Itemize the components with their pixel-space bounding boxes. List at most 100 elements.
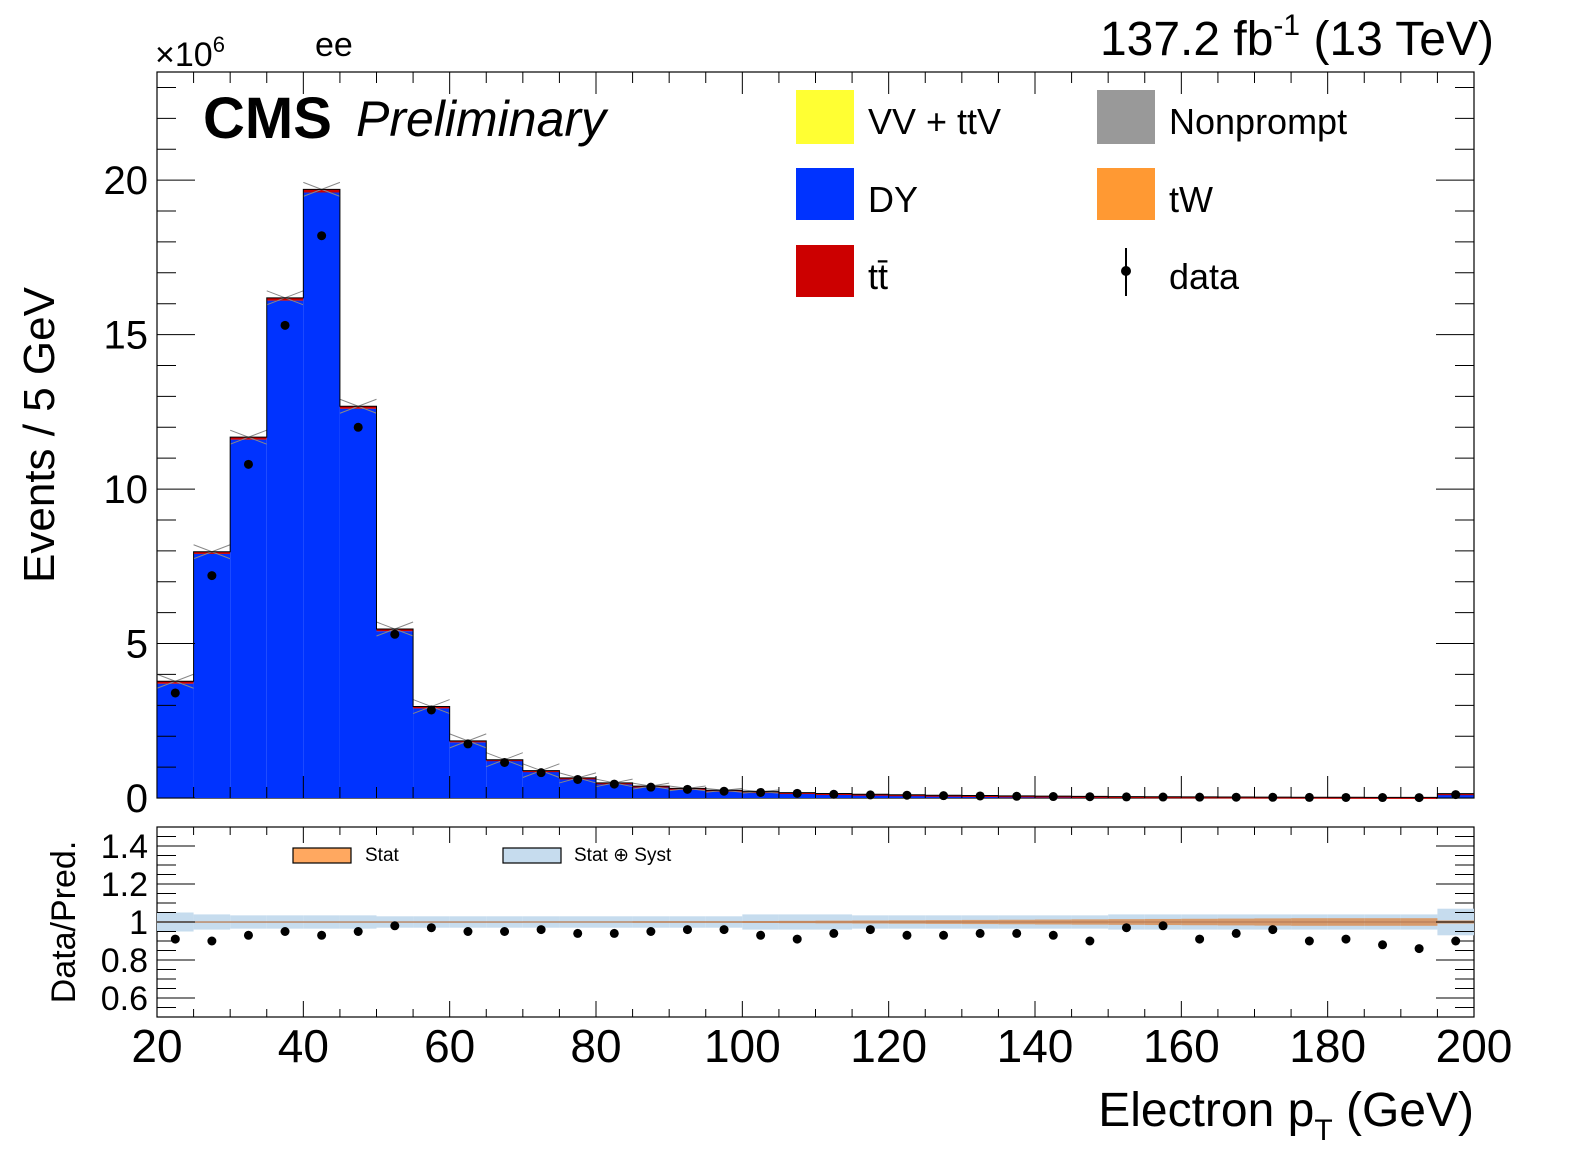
data-point [1012,791,1022,801]
ratio-data-point [1048,930,1058,940]
ratio-data-point [1341,934,1351,944]
ratio-data-point [280,927,290,936]
y-tick-label: 0 [126,777,148,821]
ratio-data-point [939,930,949,940]
data-point [756,787,766,797]
data-point [1268,792,1278,802]
exponent-label: ×106 [155,32,225,74]
ratio-data-point [1195,934,1205,944]
ratio-data-point [1012,928,1022,938]
ratio-y-tick-label: 1 [129,904,148,942]
ratio-legend-label-stat-syst: Stat ⊕ Syst [574,845,672,866]
ratio-legend-label-stat: Stat [365,845,400,866]
data-point [939,791,949,801]
data-point [1341,792,1351,802]
data-point [646,782,656,792]
legend-label-dy: DY [868,179,918,220]
data-point [1451,790,1461,800]
ratio-data-point [865,925,875,935]
y-tick-label: 5 [126,623,148,667]
y-axis-label: Events / 5 GeV [15,286,64,583]
ratio-y-tick-label: 0.6 [101,980,148,1018]
ratio-y-tick-label: 0.8 [101,942,148,980]
ratio-data-point [1378,940,1388,950]
data-point [243,459,253,469]
ratio-data-point [1414,944,1424,954]
legend-swatch-vv-ttv [796,90,854,144]
ratio-data-point [1268,925,1278,935]
ratio-data-point [975,928,985,938]
data-point [1048,792,1058,802]
channel-label: ee [315,26,353,64]
bar-dy [339,408,377,798]
ratio-y-tick-label: 1.4 [101,828,148,866]
bar-dy [413,708,450,798]
data-point [1304,792,1314,802]
legend: VV + ttV Nonprompt DY tW tt̄ data [796,90,1347,297]
data-point [426,705,436,715]
ratio-data-point [207,936,217,946]
bar-dy [486,760,523,798]
data-point [170,688,180,698]
x-tick-label: 100 [704,1020,781,1072]
legend-swatch-tw [1097,168,1155,220]
bar-ttbar [303,189,340,193]
ratio-data-point [829,928,839,938]
data-point [1378,793,1388,803]
ratio-data-point [756,930,766,940]
ratio-legend-swatch-stat-syst [502,847,562,864]
bar-ttbar [230,437,267,440]
y-tick-label: 20 [104,159,149,203]
ratio-data-point [390,921,400,931]
ratio-data-point [646,927,656,936]
data-point [390,629,400,639]
x-tick-label: 200 [1436,1020,1513,1072]
legend-label-data: data [1169,256,1240,297]
ratio-data-point [1158,921,1168,931]
ratio-data-point [1231,928,1241,938]
bar-ttbar [193,551,231,554]
bar-ttbar [339,406,377,409]
x-tick-label: 20 [131,1020,182,1072]
x-tick-label: 60 [424,1020,475,1072]
data-point [573,774,583,784]
bar-ttbar [157,681,194,684]
x-tick-label: 160 [1143,1020,1220,1072]
x-tick-label: 180 [1289,1020,1366,1072]
data-point [792,788,802,798]
cms-label: CMS [203,86,332,151]
x-tick-label: 40 [278,1020,329,1072]
data-point [975,791,985,801]
bar-dy [596,783,633,798]
ratio-data-point [1121,923,1131,933]
ratio-y-tick-label: 1.2 [101,866,148,904]
legend-swatch-dy [796,168,854,220]
bar-dy [193,553,231,798]
ratio-data-point [426,923,436,933]
ratio-data-point [500,927,510,936]
bar-dy [376,631,414,798]
data-point [280,320,290,330]
x-axis-label: Electron pT (GeV) [1098,1084,1474,1147]
data-point [865,790,875,800]
ratio-data-point [1085,936,1095,946]
bar-dy [449,742,487,798]
data-point [829,789,839,799]
ratio-data-point [243,930,253,940]
ratio-data-point [573,928,583,938]
data-point [207,571,217,581]
x-tick-label: 120 [850,1020,927,1072]
ratio-data-point [170,934,180,944]
data-point [353,422,363,432]
data-point [500,757,510,767]
ratio-data-point [317,930,327,940]
bar-dy [303,192,340,798]
x-tick-label: 80 [570,1020,621,1072]
legend-marker-data [1121,266,1131,276]
ratio-legend-swatch-stat [292,847,352,864]
legend-label-vv-ttv: VV + ttV [868,101,1001,142]
data-point [1158,792,1168,802]
bar-dy [559,778,596,798]
ratio-data-point [463,927,473,936]
